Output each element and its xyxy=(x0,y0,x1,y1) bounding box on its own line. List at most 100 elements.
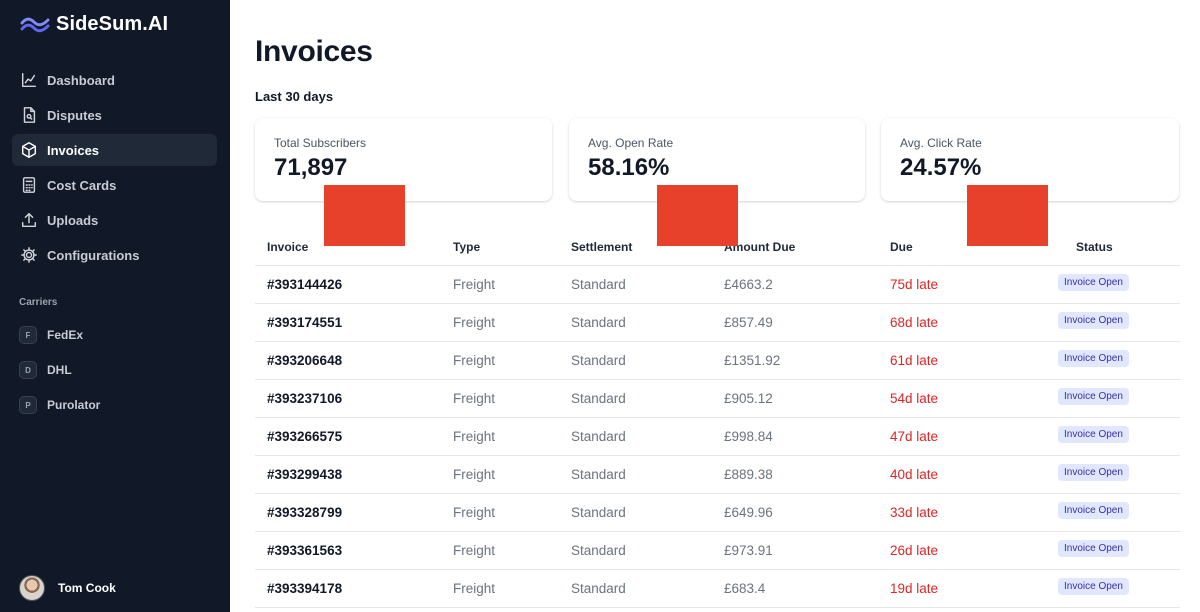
sidebar-item-label: Dashboard xyxy=(47,72,115,88)
table-row[interactable]: #393174551 Freight Standard £857.49 68d … xyxy=(255,304,1180,342)
page-title: Invoices xyxy=(255,35,373,68)
column-header-invoice[interactable]: Invoice xyxy=(267,240,309,254)
sidebar-item-label: Cost Cards xyxy=(47,177,117,193)
status-badge: Invoice Open xyxy=(1058,426,1129,443)
status-badge: Invoice Open xyxy=(1058,578,1129,595)
invoice-due: 26d late xyxy=(890,543,939,558)
status-badge: Invoice Open xyxy=(1058,502,1129,519)
logo-wave-icon xyxy=(20,17,50,33)
invoice-type: Freight xyxy=(453,581,496,596)
redaction-block xyxy=(657,185,738,246)
stat-card-click-rate: Avg. Click Rate 24.57% xyxy=(881,118,1179,201)
invoice-number[interactable]: #393206648 xyxy=(267,353,343,368)
invoice-settlement: Standard xyxy=(571,277,626,292)
sidebar-nav: Dashboard Disputes Invoices Cost Cards U… xyxy=(12,64,217,274)
invoice-number[interactable]: #393266575 xyxy=(267,429,343,444)
table-row[interactable]: #393144426 Freight Standard £4663.2 75d … xyxy=(255,266,1180,304)
stat-label: Avg. Open Rate xyxy=(588,136,674,150)
invoice-settlement: Standard xyxy=(571,315,626,330)
table-row[interactable]: #393328799 Freight Standard £649.96 33d … xyxy=(255,494,1180,532)
sidebar-item-fedex[interactable]: F FedEx xyxy=(12,319,217,351)
invoice-settlement: Standard xyxy=(571,581,626,596)
carrier-label: Purolator xyxy=(47,398,101,412)
sidebar-item-purolator[interactable]: P Purolator xyxy=(12,389,217,421)
invoice-amount: £4663.2 xyxy=(724,277,773,292)
table-row[interactable]: #393206648 Freight Standard £1351.92 61d… xyxy=(255,342,1180,380)
sidebar-item-invoices[interactable]: Invoices xyxy=(12,134,217,166)
invoice-amount: £973.91 xyxy=(724,543,773,558)
invoice-number[interactable]: #393299438 xyxy=(267,467,343,482)
brand-name: SideSum.AI xyxy=(56,12,169,35)
user-profile[interactable]: Tom Cook xyxy=(19,575,116,601)
invoice-amount: £857.49 xyxy=(724,315,773,330)
carrier-initial-badge: D xyxy=(19,361,37,379)
invoice-number[interactable]: #393237106 xyxy=(267,391,343,406)
invoice-settlement: Standard xyxy=(571,353,626,368)
status-badge: Invoice Open xyxy=(1058,274,1129,291)
user-name: Tom Cook xyxy=(58,581,116,595)
invoice-settlement: Standard xyxy=(571,543,626,558)
stat-value: 24.57% xyxy=(900,154,982,181)
column-header-due[interactable]: Due xyxy=(890,240,913,254)
status-badge: Invoice Open xyxy=(1058,540,1129,557)
table-row[interactable]: #393266575 Freight Standard £998.84 47d … xyxy=(255,418,1180,456)
column-header-type[interactable]: Type xyxy=(453,240,481,254)
status-badge: Invoice Open xyxy=(1058,312,1129,329)
invoice-settlement: Standard xyxy=(571,391,626,406)
invoice-settlement: Standard xyxy=(571,505,626,520)
sidebar-item-uploads[interactable]: Uploads xyxy=(12,204,217,236)
sidebar-item-dhl[interactable]: D DHL xyxy=(12,354,217,386)
status-badge: Invoice Open xyxy=(1058,388,1129,405)
invoice-number[interactable]: #393144426 xyxy=(267,277,343,292)
redaction-block xyxy=(967,185,1048,246)
invoice-type: Freight xyxy=(453,505,496,520)
invoice-type: Freight xyxy=(453,467,496,482)
invoice-due: 33d late xyxy=(890,505,939,520)
sidebar-item-label: Disputes xyxy=(47,107,102,123)
invoice-settlement: Standard xyxy=(571,467,626,482)
table-row[interactable]: #393299438 Freight Standard £889.38 40d … xyxy=(255,456,1180,494)
document-search-icon xyxy=(20,106,38,124)
table-row[interactable]: #393237106 Freight Standard £905.12 54d … xyxy=(255,380,1180,418)
brand[interactable]: SideSum.AI xyxy=(20,10,168,38)
carriers-list: F FedEx D DHL P Purolator xyxy=(12,319,217,424)
table-row[interactable]: #393361563 Freight Standard £973.91 26d … xyxy=(255,532,1180,570)
table-row[interactable]: #393394178 Freight Standard £683.4 19d l… xyxy=(255,570,1180,608)
invoice-number[interactable]: #393394178 xyxy=(267,581,343,596)
carrier-label: DHL xyxy=(47,363,72,377)
stat-value: 71,897 xyxy=(274,154,348,181)
invoice-type: Freight xyxy=(453,429,496,444)
invoice-due: 61d late xyxy=(890,353,939,368)
invoice-due: 19d late xyxy=(890,581,939,596)
upload-icon xyxy=(20,211,38,229)
sidebar-item-configurations[interactable]: Configurations xyxy=(12,239,217,271)
invoice-due: 54d late xyxy=(890,391,939,406)
column-header-status[interactable]: Status xyxy=(1076,240,1113,254)
invoice-settlement: Standard xyxy=(571,429,626,444)
sidebar-item-label: Configurations xyxy=(47,247,140,263)
stat-value: 58.16% xyxy=(588,154,670,181)
cube-icon xyxy=(20,141,38,159)
sidebar-item-label: Invoices xyxy=(47,142,100,158)
sidebar-item-cost-cards[interactable]: Cost Cards xyxy=(12,169,217,201)
carrier-initial-badge: P xyxy=(19,396,37,414)
column-header-amount-due[interactable]: Amount Due xyxy=(724,240,796,254)
invoice-type: Freight xyxy=(453,353,496,368)
sidebar-item-disputes[interactable]: Disputes xyxy=(12,99,217,131)
status-badge: Invoice Open xyxy=(1058,350,1129,367)
invoice-amount: £905.12 xyxy=(724,391,773,406)
invoice-type: Freight xyxy=(453,543,496,558)
table-header: Invoice Type Settlement Amount Due Due S… xyxy=(255,232,1180,266)
sidebar-item-dashboard[interactable]: Dashboard xyxy=(12,64,217,96)
stat-label: Avg. Click Rate xyxy=(900,136,982,150)
invoice-amount: £649.96 xyxy=(724,505,773,520)
column-header-settlement[interactable]: Settlement xyxy=(571,240,633,254)
invoice-amount: £1351.92 xyxy=(724,353,781,368)
invoice-number[interactable]: #393361563 xyxy=(267,543,343,558)
period-label: Last 30 days xyxy=(255,89,334,104)
sidebar: SideSum.AI Dashboard Disputes Invoices C… xyxy=(0,0,230,612)
invoice-due: 47d late xyxy=(890,429,939,444)
invoice-number[interactable]: #393174551 xyxy=(267,315,343,330)
invoice-number[interactable]: #393328799 xyxy=(267,505,343,520)
carrier-label: FedEx xyxy=(47,328,84,342)
